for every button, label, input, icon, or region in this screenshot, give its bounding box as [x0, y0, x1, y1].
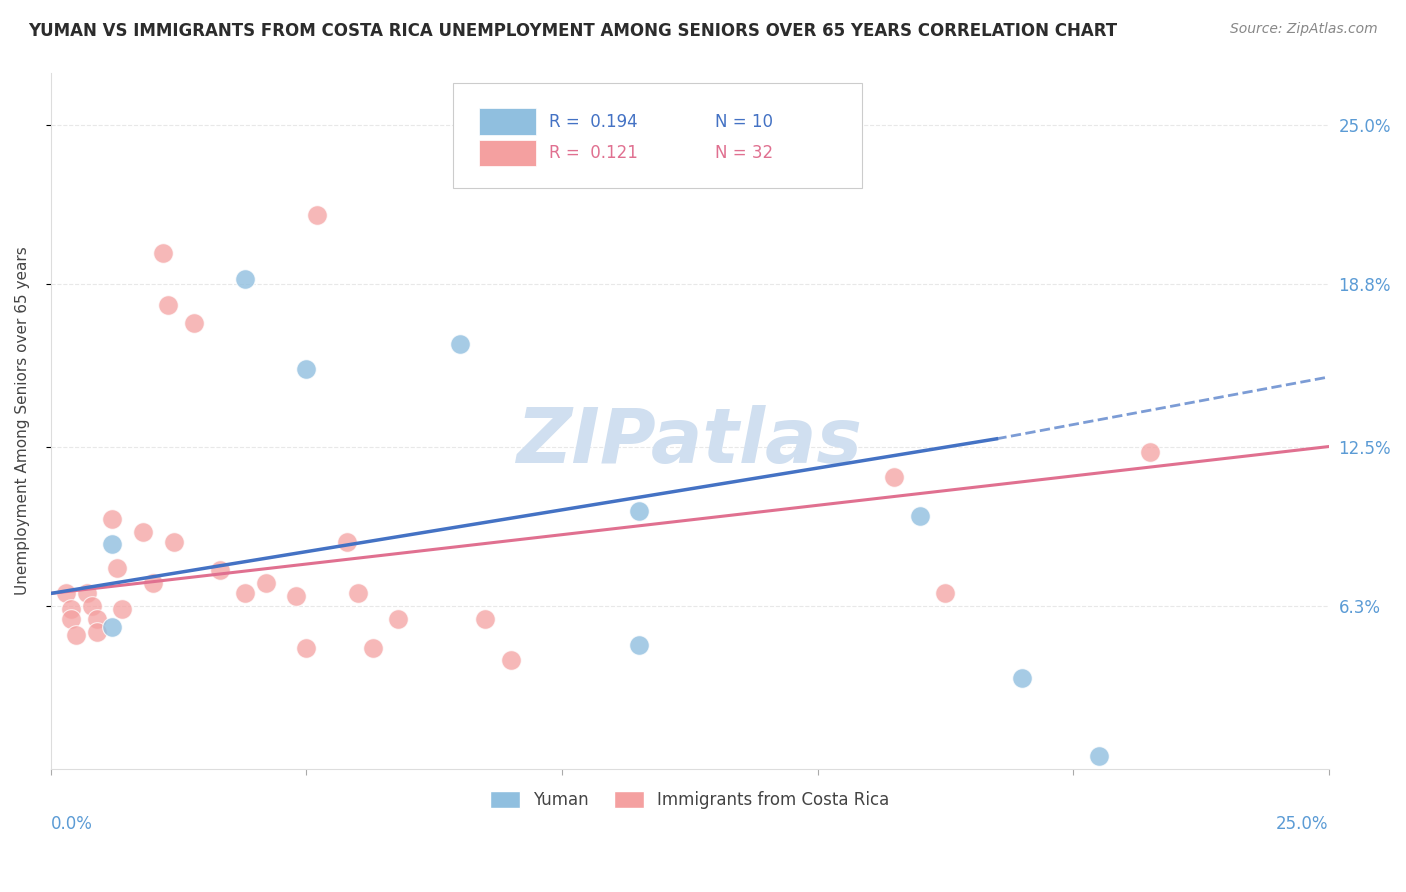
Point [76, 586, 98, 600]
Point [449, 336, 471, 351]
FancyBboxPatch shape [479, 140, 537, 166]
Point [285, 589, 308, 603]
Point [65, 627, 87, 641]
Point [111, 602, 134, 616]
Text: 25.0%: 25.0% [1277, 815, 1329, 833]
Point [233, 586, 256, 600]
FancyBboxPatch shape [479, 109, 537, 135]
Point [908, 509, 931, 524]
Point [142, 576, 165, 591]
Point [627, 504, 650, 518]
Point [474, 612, 496, 626]
Point [80, 599, 103, 614]
Legend: Yuman, Immigrants from Costa Rica: Yuman, Immigrants from Costa Rica [484, 784, 896, 816]
Point [101, 537, 124, 551]
Y-axis label: Unemployment Among Seniors over 65 years: Unemployment Among Seniors over 65 years [15, 246, 30, 595]
Point [883, 470, 905, 484]
Point [152, 246, 174, 260]
Point [1087, 748, 1109, 763]
Point [1139, 444, 1161, 458]
Point [157, 298, 180, 312]
Point [105, 560, 128, 574]
Point [60, 612, 83, 626]
Point [86, 625, 108, 640]
Point [101, 512, 124, 526]
Text: YUMAN VS IMMIGRANTS FROM COSTA RICA UNEMPLOYMENT AMONG SENIORS OVER 65 YEARS COR: YUMAN VS IMMIGRANTS FROM COSTA RICA UNEM… [28, 22, 1118, 40]
Point [627, 638, 650, 652]
Point [86, 612, 108, 626]
Text: 0.0%: 0.0% [51, 815, 93, 833]
Point [60, 602, 83, 616]
Point [233, 272, 256, 286]
Point [336, 534, 359, 549]
FancyBboxPatch shape [453, 84, 862, 187]
Point [934, 586, 956, 600]
Point [101, 620, 124, 634]
Point [132, 524, 155, 539]
Point [295, 362, 318, 376]
Point [208, 563, 231, 577]
Point [305, 208, 328, 222]
Point [361, 640, 384, 655]
Point [183, 316, 205, 330]
Point [387, 612, 409, 626]
Text: N = 32: N = 32 [716, 144, 773, 162]
Point [295, 640, 318, 655]
Text: ZIPatlas: ZIPatlas [517, 405, 863, 479]
Text: Source: ZipAtlas.com: Source: ZipAtlas.com [1230, 22, 1378, 37]
Point [254, 576, 277, 591]
Point [162, 534, 184, 549]
Text: R =  0.121: R = 0.121 [550, 144, 638, 162]
Point [55, 586, 77, 600]
Text: N = 10: N = 10 [716, 112, 773, 130]
Point [499, 653, 522, 667]
Point [346, 586, 368, 600]
Point [1011, 672, 1033, 686]
Text: R =  0.194: R = 0.194 [550, 112, 638, 130]
